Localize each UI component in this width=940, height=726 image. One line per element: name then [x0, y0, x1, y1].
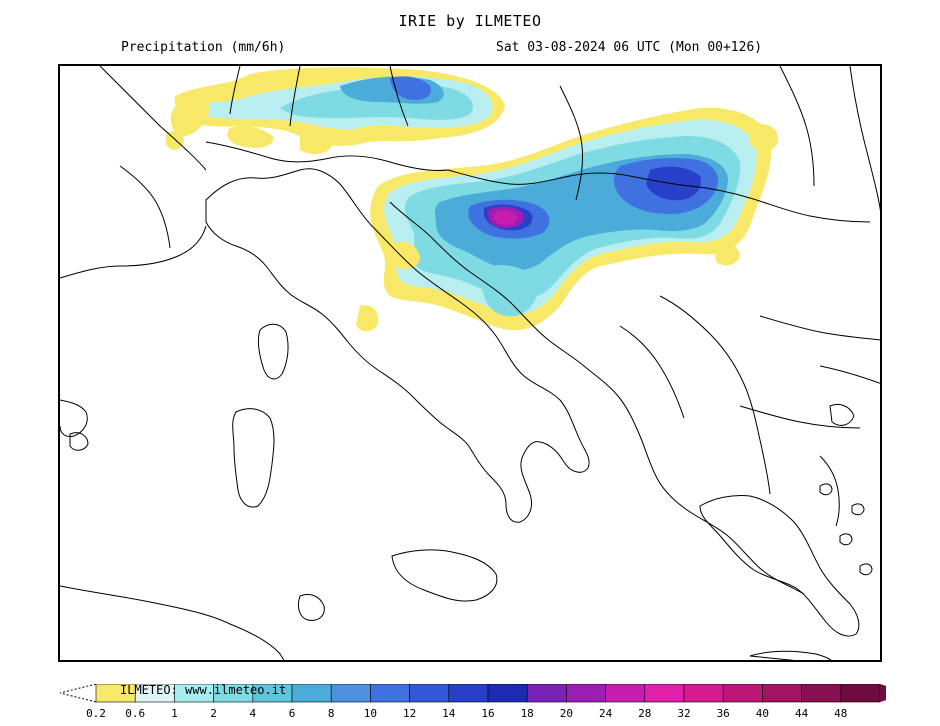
- map-area[interactable]: [58, 64, 882, 662]
- legend-swatch: [526, 684, 567, 703]
- variable-label: Precipitation (mm/6h): [121, 40, 286, 55]
- legend-swatch: [683, 684, 724, 703]
- legend-tick-label: 0.6: [125, 707, 145, 720]
- legend-tick-label: 44: [795, 707, 809, 720]
- credit-label: ILMETEO: www.ilmeteo.it: [120, 683, 287, 697]
- legend-tick-label: 32: [677, 707, 690, 720]
- legend-right-arrow: [880, 684, 886, 702]
- precip-balkans: [356, 107, 779, 332]
- legend-tick-label: 10: [364, 707, 377, 720]
- map-title: IRIE by ILMETEO: [398, 12, 542, 30]
- legend-tick-label: 28: [638, 707, 651, 720]
- legend-tick-label: 16: [481, 707, 494, 720]
- legend-swatch: [605, 684, 646, 703]
- legend-swatch: [644, 684, 685, 703]
- valid-time-label: Sat 03-08-2024 06 UTC (Mon 00+126): [496, 40, 763, 55]
- legend-tick-label: 24: [599, 707, 613, 720]
- legend-swatch: [370, 684, 410, 703]
- legend-swatch: [566, 684, 606, 703]
- legend-tick-label: 18: [521, 707, 534, 720]
- color-legend: 0.2 0.6 1 2 4 6 8 10 12 14 16 18 20 24 28 32 36 40 44 48 IL…: [60, 683, 886, 724]
- legend-tick-label: 36: [717, 707, 730, 720]
- legend-tick-label: 2: [210, 707, 217, 720]
- legend-tick-label: 14: [442, 707, 456, 720]
- precip-alps: [166, 67, 505, 155]
- legend-tick-label: 20: [560, 707, 573, 720]
- legend-swatch: [722, 684, 763, 703]
- legend-tick-label: 1: [171, 707, 178, 720]
- legend-swatch: [330, 684, 371, 703]
- legend-swatch: [291, 684, 332, 703]
- legend-left-arrow: [60, 684, 97, 703]
- legend-swatch: [409, 684, 450, 703]
- legend-swatch: [448, 684, 489, 703]
- coastlines: [60, 66, 880, 660]
- legend-swatch: [762, 684, 802, 703]
- legend-swatch: [801, 684, 842, 703]
- legend-tick-label: 4: [249, 707, 256, 720]
- legend-tick-label: 40: [756, 707, 769, 720]
- legend-tick-label: 0.2: [86, 707, 106, 720]
- legend-tick-label: 8: [328, 707, 335, 720]
- legend-swatch: [487, 684, 528, 703]
- precipitation-map: [60, 66, 880, 660]
- legend-tick-label: 12: [403, 707, 416, 720]
- legend-tick-label: 48: [834, 707, 847, 720]
- legend-swatch: [840, 684, 881, 703]
- legend-tick-label: 6: [289, 707, 296, 720]
- legend-bar: 0.2 0.6 1 2 4 6 8 10 12 14 16 18 20 24 28 32 36 40 44 48: [60, 684, 886, 720]
